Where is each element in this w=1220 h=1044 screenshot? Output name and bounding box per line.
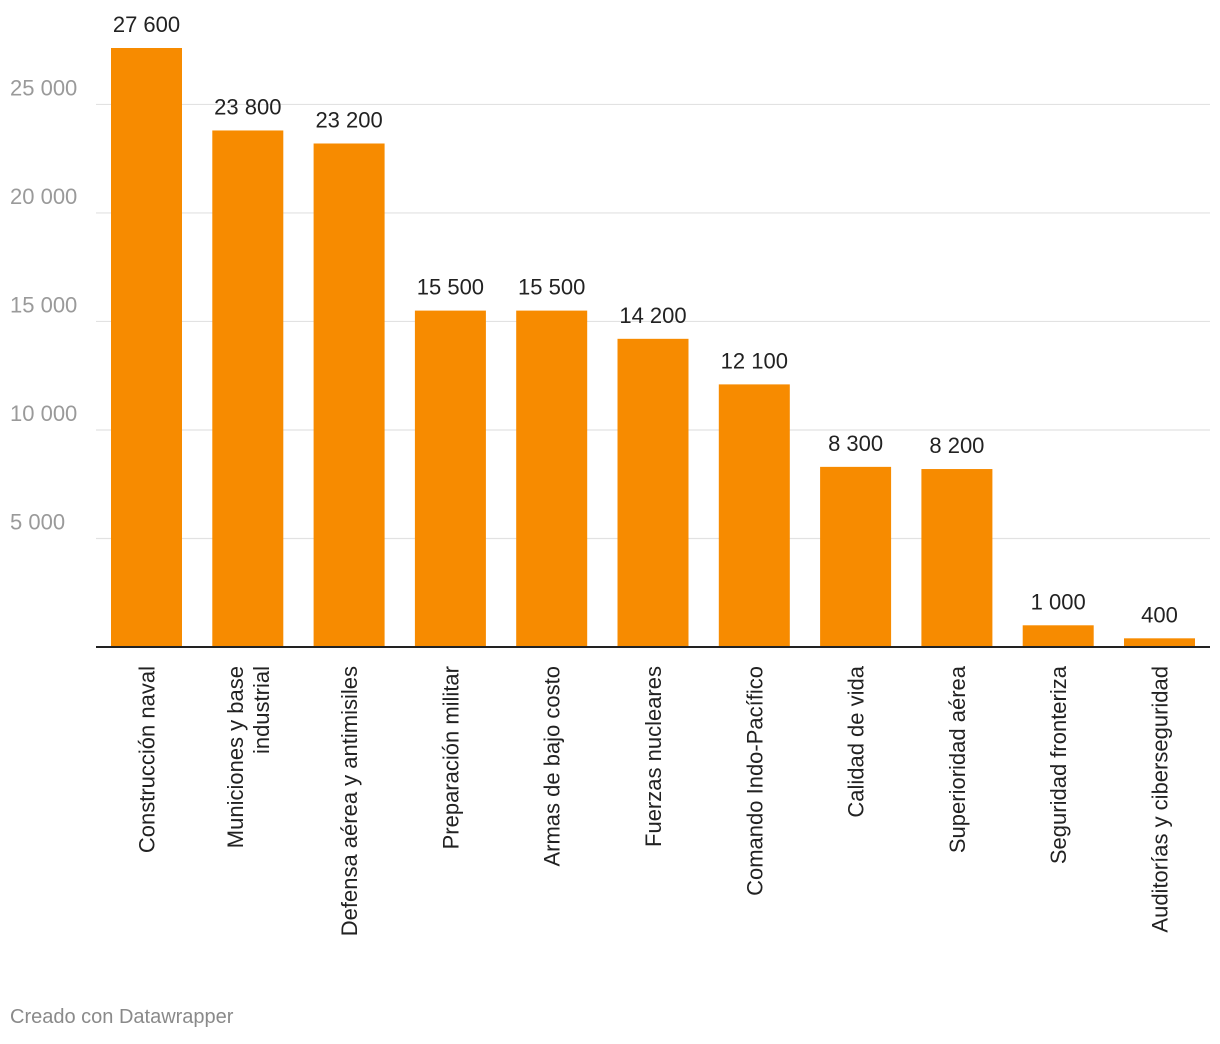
x-tick-label: Calidad de vida (844, 665, 869, 817)
bar (414, 310, 486, 647)
x-tick-label-line: Defensa aérea y antimisiles (337, 666, 362, 936)
bar (313, 143, 385, 648)
x-tick-label-line: Superioridad aérea (945, 665, 970, 853)
bar (718, 384, 790, 647)
x-tick-label: Seguridad fronteriza (1046, 665, 1071, 864)
y-axis-ticks: 5 000 10 000 15 000 20 000 25 000 (10, 75, 77, 534)
x-tick-label-line: Auditorías y ciberseguridad (1148, 666, 1173, 933)
x-tick-label-line: industrial (249, 666, 274, 754)
y-tick-label: 10 000 (10, 401, 77, 426)
y-tick-label: 15 000 (10, 292, 77, 317)
data-label: 15 500 (518, 275, 585, 300)
x-tick-label-line: Preparación militar (438, 666, 463, 849)
y-tick-label: 5 000 (10, 509, 65, 534)
data-label: 1 000 (1031, 589, 1086, 614)
x-tick-label: Armas de bajo costo (540, 666, 565, 867)
data-label: 8 300 (828, 431, 883, 456)
x-tick-label-line: Municiones y base (223, 666, 248, 848)
x-tick-label-line: Calidad de vida (844, 665, 869, 817)
x-tick-label-line: Armas de bajo costo (540, 666, 565, 867)
x-tick-label-line: Fuerzas nucleares (641, 666, 666, 847)
y-tick-label: 20 000 (10, 184, 77, 209)
bar (820, 466, 892, 647)
data-label: 27 600 (113, 12, 180, 37)
x-tick-label: Defensa aérea y antimisiles (337, 666, 362, 936)
bar (1022, 625, 1094, 647)
bar (212, 130, 284, 647)
x-tick-label-line: Comando Indo-Pacífico (742, 666, 767, 896)
credit-text: Creado con Datawrapper (10, 1006, 234, 1028)
y-tick-label: 25 000 (10, 75, 77, 100)
x-tick-label: Preparación militar (438, 666, 463, 849)
x-tick-label: Construcción naval (135, 666, 160, 853)
data-label: 14 200 (619, 303, 686, 328)
x-tick-label-line: Seguridad fronteriza (1046, 665, 1071, 864)
bar (1124, 638, 1195, 647)
bar (921, 469, 993, 647)
data-label: 12 100 (721, 348, 788, 373)
bar (617, 338, 689, 647)
x-tick-label: Auditorías y ciberseguridad (1148, 666, 1173, 933)
x-tick-label: Comando Indo-Pacífico (742, 666, 767, 896)
x-axis-labels: Construcción naval Municiones y baseindus… (135, 665, 1173, 936)
data-label: 23 800 (214, 94, 281, 119)
data-label: 8 200 (929, 433, 984, 458)
data-labels: 27 600 23 800 23 200 15 500 15 500 14 200 12 1… (113, 12, 1178, 627)
x-tick-label-line: Construcción naval (135, 666, 160, 853)
bar-chart: 5 000 10 000 15 000 20 000 25 000 27 600 23 8… (10, 12, 1210, 936)
x-tick-label: Superioridad aérea (945, 665, 970, 853)
data-label: 400 (1141, 602, 1178, 627)
bars (111, 48, 1195, 648)
data-label: 23 200 (315, 107, 382, 132)
bar (111, 48, 182, 647)
x-tick-label: Fuerzas nucleares (641, 666, 666, 847)
data-label: 15 500 (417, 275, 484, 300)
x-tick-label: Municiones y baseindustrial (223, 666, 274, 848)
bar (516, 310, 588, 647)
